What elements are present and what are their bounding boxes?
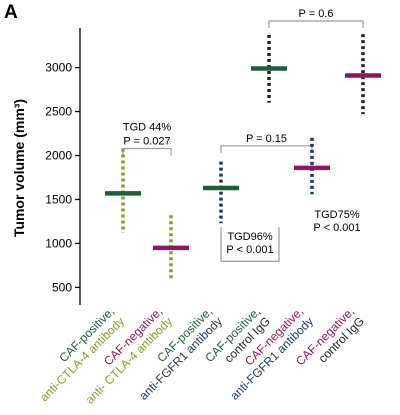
annotation-text: P = 0.15 (246, 133, 287, 145)
y-axis: 500 1000 1500 2000 2500 3000 (45, 28, 81, 305)
significance-bracket (220, 145, 313, 153)
panel-label: A (4, 2, 18, 23)
annotation-text: TGD96% (227, 231, 272, 243)
annotation-text: TGD75% (314, 209, 359, 221)
y-tick-label: 2500 (45, 105, 72, 119)
annotation-text: P = 0.6 (299, 8, 334, 20)
y-tick-label: 1500 (45, 192, 72, 206)
significance-bracket (122, 147, 172, 156)
y-tick-label: 500 (52, 280, 72, 294)
y-axis-label: Tumor volume (mm³) (11, 99, 27, 237)
annotation-text: TGD 44% (123, 121, 172, 133)
data-marks (105, 34, 381, 281)
annotation-text: P < 0.001 (226, 244, 273, 256)
y-tick-label: 2000 (45, 149, 72, 163)
annotation-text: P < 0.001 (313, 222, 360, 234)
y-tick-label: 3000 (45, 61, 72, 75)
significance-bracket (268, 20, 364, 28)
annotation-text: P = 0.027 (123, 135, 170, 147)
annotation-box (220, 227, 280, 262)
x-axis-labels: CAF-positive,anti-CTLA-4 antibodyCAF-neg… (37, 304, 367, 406)
y-tick-label: 1000 (45, 236, 72, 250)
